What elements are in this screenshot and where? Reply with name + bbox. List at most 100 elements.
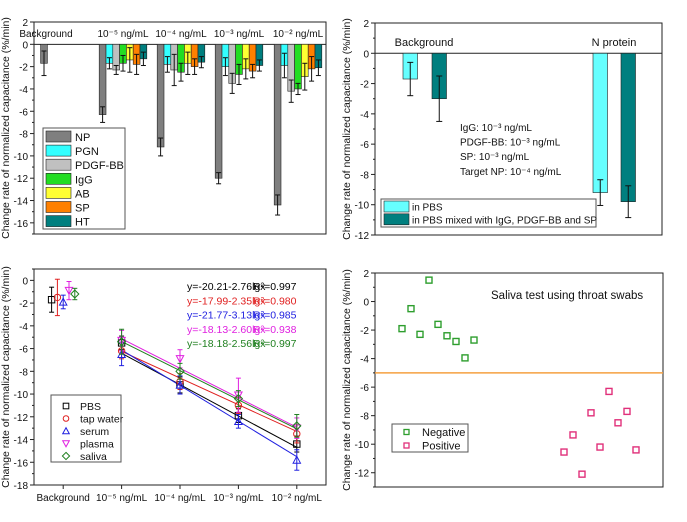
fit-equation: y=-17.99-2.35lgx bbox=[187, 295, 266, 307]
y-tick-label: -10 bbox=[14, 152, 29, 163]
y-tick-label: -16 bbox=[14, 219, 29, 230]
fit-r-squared: R²=0.985 bbox=[253, 310, 297, 322]
fit-line-tap-water bbox=[121, 350, 298, 432]
fit-r-squared: R²=0.997 bbox=[253, 338, 297, 350]
point-negative bbox=[452, 337, 460, 346]
y-tick-label: -8 bbox=[360, 170, 369, 181]
marker-triangle-up bbox=[233, 416, 243, 426]
legend-label: tap water bbox=[80, 414, 124, 426]
point-positive bbox=[623, 407, 631, 416]
bar-np bbox=[214, 44, 223, 179]
bar-np bbox=[98, 44, 107, 115]
legend-marker bbox=[403, 442, 410, 449]
fit-equation: y=-20.21-2.76lgx bbox=[187, 281, 266, 293]
x-tick-label: Background bbox=[37, 493, 90, 504]
category-label: Background bbox=[395, 37, 454, 49]
legend-label: plasma bbox=[80, 439, 114, 451]
legend: NP PGN PDGF-BB IgG AB SP HT bbox=[42, 127, 126, 230]
y-tick-label: -14 bbox=[14, 197, 29, 208]
y-tick-label: 0 bbox=[363, 49, 369, 60]
y-tick-label: -2 bbox=[360, 326, 369, 337]
y-tick-label: -12 bbox=[14, 174, 29, 185]
y-tick-label: -14 bbox=[14, 436, 29, 447]
legend-label: Negative bbox=[422, 427, 465, 439]
marker-triangle-up bbox=[292, 455, 302, 464]
y-axis-label: Change rate of normalized capacitance (%… bbox=[341, 269, 353, 491]
legend-label: AB bbox=[75, 188, 90, 200]
y-tick-label: -12 bbox=[355, 231, 370, 242]
legend-label: in PBS bbox=[412, 203, 443, 214]
x-tick-label: 10⁻³ ng/mL bbox=[213, 493, 264, 504]
legend-swatch bbox=[383, 213, 410, 226]
marker-circle bbox=[62, 415, 70, 422]
y-axis-label: Change rate of normalized capacitance (%… bbox=[0, 266, 12, 488]
point-positive bbox=[632, 446, 640, 454]
plot-frame bbox=[33, 21, 327, 235]
category-label: 10⁻³ ng/mL bbox=[214, 29, 265, 40]
y-tick-label: 2 bbox=[363, 19, 369, 30]
point-negative bbox=[407, 304, 415, 313]
legend-marker bbox=[403, 428, 410, 436]
legend-label: NP bbox=[75, 132, 90, 144]
y-tick-label: 0 bbox=[22, 276, 28, 287]
y-tick-label: -4 bbox=[360, 355, 369, 366]
marker-diamond bbox=[61, 451, 71, 461]
fit-r-squared: R²=0.980 bbox=[253, 295, 297, 307]
x-tick-label: 10⁻² ng/mL bbox=[272, 493, 323, 504]
legend-label: saliva bbox=[80, 451, 107, 463]
annotation-text: SP: 10⁻³ ng/mL bbox=[460, 152, 530, 163]
fit-line-PBS bbox=[121, 352, 298, 448]
category-label: 10⁻⁴ ng/mL bbox=[155, 29, 207, 40]
point-positive bbox=[569, 431, 577, 439]
fit-line-plasma bbox=[121, 338, 298, 428]
marker-diamond bbox=[116, 337, 127, 347]
annotation-text: IgG: 10⁻³ ng/mL bbox=[460, 123, 532, 134]
point-negative bbox=[443, 332, 451, 340]
point-positive bbox=[596, 443, 604, 451]
point-negative bbox=[398, 324, 406, 333]
y-tick-label: -2 bbox=[19, 63, 28, 74]
y-tick-label: -12 bbox=[355, 469, 370, 480]
legend-label: in PBS mixed with IgG, PDGF-BB and SP bbox=[412, 215, 597, 226]
bar bbox=[620, 52, 636, 202]
y-tick-label: -18 bbox=[14, 481, 29, 492]
point-positive bbox=[614, 419, 622, 427]
legend-swatch bbox=[45, 144, 72, 157]
y-tick-label: 2 bbox=[22, 18, 28, 29]
marker-diamond bbox=[233, 393, 244, 404]
legend-swatch bbox=[45, 187, 72, 199]
annotation-text: PDGF-BB: 10⁻³ ng/mL bbox=[460, 138, 561, 149]
legend-swatch bbox=[45, 158, 72, 171]
annotation-text: Target NP: 10⁻⁴ ng/mL bbox=[460, 167, 562, 178]
fit-equation: y=-18.13-2.60lgx bbox=[187, 324, 266, 336]
point-positive bbox=[605, 387, 613, 396]
y-tick-label: -12 bbox=[14, 413, 29, 424]
y-tick-label: 2 bbox=[363, 269, 369, 280]
legend-label: SP bbox=[75, 203, 90, 215]
y-tick-label: -10 bbox=[355, 440, 370, 451]
marker-diamond bbox=[292, 421, 302, 431]
marker-circle bbox=[53, 293, 62, 302]
y-tick-label: -2 bbox=[19, 299, 28, 310]
plot-frame bbox=[374, 272, 664, 488]
y-tick-label: -6 bbox=[360, 140, 369, 151]
y-tick-label: -6 bbox=[360, 383, 369, 394]
y-tick-label: -4 bbox=[19, 85, 28, 96]
y-tick-label: -16 bbox=[14, 458, 29, 469]
y-tick-label: -6 bbox=[19, 107, 28, 118]
y-tick-label: -2 bbox=[360, 80, 369, 91]
point-negative bbox=[461, 354, 469, 362]
legend: Negative Positive bbox=[391, 423, 469, 453]
point-positive bbox=[578, 470, 586, 478]
legend-label: Positive bbox=[422, 441, 461, 453]
marker-square bbox=[62, 402, 70, 410]
y-axis-label: Change rate of normalized capacitance (%… bbox=[341, 18, 353, 240]
category-label: Background bbox=[19, 29, 72, 40]
y-axis-label: Change rate of normalized capacitance (%… bbox=[0, 17, 12, 239]
category-label: 10⁻⁵ ng/mL bbox=[97, 29, 149, 40]
